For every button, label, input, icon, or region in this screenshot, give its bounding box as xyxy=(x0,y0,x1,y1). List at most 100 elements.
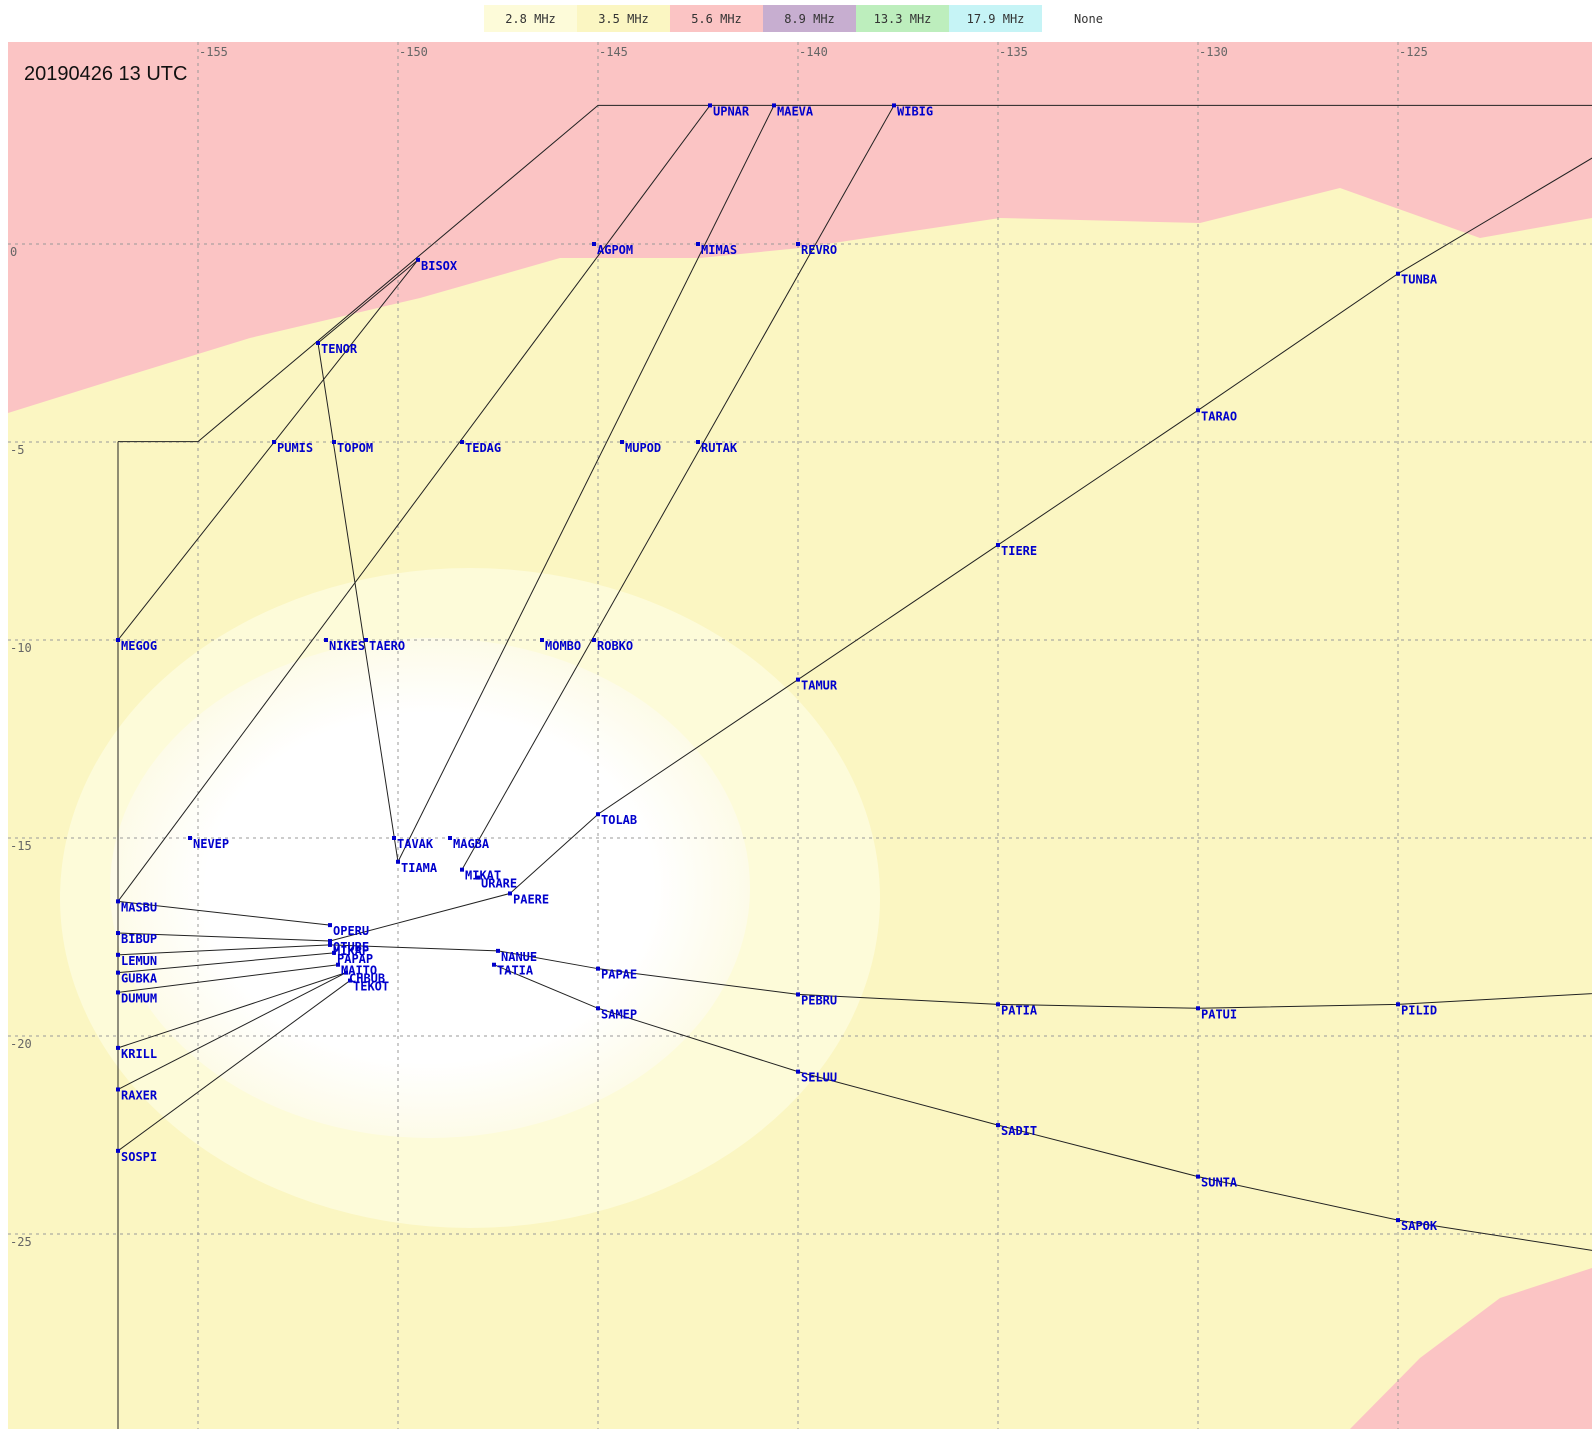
waypoint[interactable]: MIKAP xyxy=(328,942,369,958)
waypoint-label: TIAMA xyxy=(401,861,438,875)
waypoint[interactable]: TIAMA xyxy=(396,859,438,875)
waypoint-marker xyxy=(476,875,480,880)
waypoint[interactable]: TUNBA xyxy=(1396,271,1438,287)
waypoint-marker xyxy=(1196,1006,1200,1011)
waypoint[interactable]: SADIT xyxy=(996,1123,1037,1138)
longitude-tick-label: -130 xyxy=(1199,45,1228,59)
airway-route xyxy=(117,964,339,993)
latitude-tick-label: -25 xyxy=(10,1235,32,1249)
waypoint[interactable]: PAERE xyxy=(508,891,549,906)
waypoint[interactable]: TAERO xyxy=(364,638,405,653)
waypoint[interactable]: SUNTA xyxy=(1196,1174,1238,1190)
waypoint[interactable]: OTUBE xyxy=(328,938,369,954)
waypoint[interactable]: TAVAK xyxy=(392,836,434,851)
waypoint[interactable]: TEKOT xyxy=(348,978,389,994)
waypoint[interactable]: SOSPI xyxy=(116,1148,157,1164)
waypoint-marker xyxy=(772,103,776,108)
waypoint[interactable]: NEVEP xyxy=(188,836,229,851)
waypoint[interactable]: BISOX xyxy=(416,257,458,273)
waypoint[interactable]: TEDAG xyxy=(460,440,501,455)
waypoint-label: RUTAK xyxy=(701,441,738,455)
longitude-tick-label: -135 xyxy=(999,45,1028,59)
waypoint[interactable]: MUPOD xyxy=(620,440,661,455)
waypoint[interactable]: MIMAS xyxy=(696,242,737,257)
waypoint-marker xyxy=(116,970,120,975)
waypoint[interactable]: PATIA xyxy=(996,1002,1038,1017)
waypoint[interactable]: RUTAK xyxy=(696,440,738,455)
waypoint-marker xyxy=(116,990,120,995)
waypoint-label: TAMUR xyxy=(801,679,838,693)
waypoint-marker xyxy=(332,440,336,444)
waypoint[interactable]: RAXER xyxy=(116,1087,158,1102)
waypoint[interactable]: PILID xyxy=(1396,1002,1437,1017)
waypoint[interactable]: UPNAR xyxy=(708,103,750,118)
waypoint[interactable]: MASBU xyxy=(116,899,157,914)
waypoint-label: SOSPI xyxy=(121,1150,157,1164)
waypoints: UPNARMAEVAWIBIGTIAMUAGPOMMIMASREVROBISOX… xyxy=(116,103,1438,1233)
waypoint[interactable]: PAPAE xyxy=(596,966,637,982)
waypoint-label: BISOX xyxy=(421,259,458,273)
waypoint[interactable]: SAPOK xyxy=(1396,1218,1438,1233)
airway-route xyxy=(117,900,331,926)
frequency-legend: 2.8 MHz 3.5 MHz 5.6 MHz 8.9 MHz 13.3 MHz 17.9… xyxy=(484,5,1135,32)
waypoint[interactable]: AGPOM xyxy=(592,242,633,257)
waypoint-marker xyxy=(1196,408,1200,413)
airway-route xyxy=(461,105,895,870)
waypoint[interactable]: MAEVA xyxy=(772,103,814,118)
waypoint[interactable]: MIKAT xyxy=(460,867,501,883)
waypoint-marker xyxy=(596,966,600,971)
waypoint[interactable]: OPERU xyxy=(328,923,369,938)
waypoint[interactable]: GUBKA xyxy=(116,970,158,986)
waypoint[interactable]: PUMIS xyxy=(272,440,313,455)
waypoint-label: TATIA xyxy=(497,964,534,978)
waypoint-marker xyxy=(592,242,596,246)
airway-route xyxy=(117,972,347,1049)
waypoint[interactable]: TIERE xyxy=(996,542,1037,558)
waypoint-marker xyxy=(460,440,464,444)
waypoint-marker xyxy=(396,859,400,864)
waypoint-marker xyxy=(796,242,800,246)
waypoint[interactable]: TOLAB xyxy=(596,812,637,827)
waypoint-label: KRILL xyxy=(121,1047,157,1061)
waypoint[interactable]: TENOR xyxy=(316,341,358,356)
waypoint[interactable]: TATIA xyxy=(492,962,534,978)
waypoint[interactable]: TAMUR xyxy=(796,677,838,693)
legend-item: None xyxy=(1042,5,1135,32)
waypoint[interactable]: NANUE xyxy=(496,948,537,964)
waypoint[interactable]: MEGOG xyxy=(116,638,157,653)
waypoint-label: SADIT xyxy=(1001,1124,1037,1138)
waypoint-marker xyxy=(620,440,624,444)
waypoint[interactable]: URARE xyxy=(476,875,517,891)
waypoint[interactable]: MOMBO xyxy=(540,638,581,653)
waypoint[interactable]: MAGBA xyxy=(448,836,490,851)
waypoint-label: TENOR xyxy=(321,342,358,356)
waypoint[interactable]: CHBUB xyxy=(344,970,385,986)
waypoint-label: CHBUB xyxy=(349,972,385,986)
waypoint[interactable]: LEMUN xyxy=(116,952,157,968)
waypoint[interactable]: PEBRU xyxy=(796,992,837,1007)
waypoint[interactable]: PATUI xyxy=(1196,1006,1237,1021)
waypoint[interactable]: KRILL xyxy=(116,1045,157,1061)
waypoint[interactable]: SAMEP xyxy=(596,1006,637,1021)
waypoint[interactable]: BIBUP xyxy=(116,931,157,946)
waypoint[interactable]: PAPAP xyxy=(332,950,373,966)
waypoint-marker xyxy=(508,891,512,896)
waypoint[interactable]: SELUU xyxy=(796,1069,837,1085)
route-map[interactable]: -155 -150 -145 -140 -135 -130 -125 0 -5 -10 -15 -20… xyxy=(0,38,1592,1429)
waypoint[interactable]: WIBIG xyxy=(892,103,933,118)
waypoint[interactable]: ROBKO xyxy=(592,638,633,653)
waypoint[interactable]: NIKES xyxy=(324,638,365,653)
waypoint[interactable]: TARAO xyxy=(1196,408,1237,423)
legend-item: 5.6 MHz xyxy=(670,5,763,32)
waypoint[interactable]: REVRO xyxy=(796,242,837,257)
airway-route xyxy=(329,157,1592,942)
waypoint[interactable]: DUMUM xyxy=(116,990,157,1005)
coverage-5-6-mhz-north xyxy=(8,42,1592,413)
waypoint-label: PILID xyxy=(1401,1003,1437,1017)
waypoint-label: TAVAK xyxy=(397,837,434,851)
waypoint[interactable]: MAITO xyxy=(336,962,377,978)
waypoint[interactable]: TOPOM xyxy=(332,440,373,455)
waypoint-marker xyxy=(328,938,332,943)
waypoint-label: OPERU xyxy=(333,924,369,938)
waypoint-label: BIBUP xyxy=(121,932,157,946)
